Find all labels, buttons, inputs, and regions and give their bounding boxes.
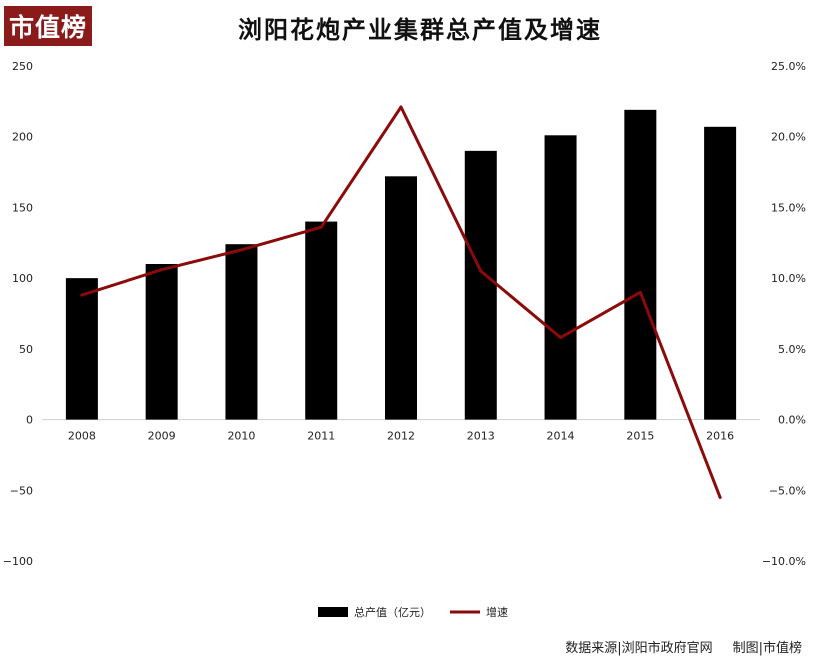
legend-line-label: 增速 <box>486 605 508 619</box>
legend-bar-label: 总产值（亿元） <box>354 605 431 619</box>
x-tick-label: 2015 <box>626 430 654 443</box>
y-left-tick-label: 250 <box>12 60 33 73</box>
growth-point-2013 <box>479 269 483 273</box>
legend-bar-swatch <box>318 607 348 617</box>
y-right-tick-label: 25.0% <box>771 60 806 73</box>
bar-2011 <box>305 221 338 420</box>
y-left-tick-label: −100 <box>3 555 33 568</box>
x-tick-label: 2012 <box>387 430 415 443</box>
y-left-tick-label: 150 <box>12 201 33 214</box>
y-left-tick-label: 0 <box>26 414 33 427</box>
bar-2014 <box>544 135 577 420</box>
y-left-tick-label: 50 <box>19 343 33 356</box>
growth-point-2009 <box>160 268 164 272</box>
bar-2012 <box>385 176 417 420</box>
brand-logo: 市值榜 <box>4 6 92 46</box>
bar-2013 <box>464 150 497 420</box>
y-right-tick-label: −10.0% <box>762 555 806 568</box>
x-tick-label: 2016 <box>706 430 734 443</box>
bar-2016 <box>704 126 737 420</box>
growth-point-2011 <box>319 225 323 229</box>
y-right-tick-label: 0.0% <box>778 414 806 427</box>
x-tick-label: 2009 <box>148 430 176 443</box>
growth-point-2014 <box>559 336 563 340</box>
bar-2015 <box>624 109 657 420</box>
y-left-tick-label: 200 <box>12 131 33 144</box>
y-right-tick-label: 10.0% <box>771 272 806 285</box>
y-right-tick-label: −5.0% <box>769 484 806 497</box>
growth-point-2015 <box>638 290 642 294</box>
bar-2010 <box>225 244 258 420</box>
x-tick-label: 2010 <box>227 430 255 443</box>
x-tick-label: 2008 <box>68 430 96 443</box>
y-right-tick-label: 20.0% <box>771 131 806 144</box>
growth-point-2010 <box>239 248 243 252</box>
y-left-tick-label: 100 <box>12 272 33 285</box>
made-by-text: 制图|市值榜 <box>732 641 802 656</box>
x-tick-label: 2011 <box>307 430 335 443</box>
x-tick-label: 2014 <box>547 430 575 443</box>
y-right-tick-label: 15.0% <box>771 201 806 214</box>
chart-title: 浏阳花炮产业集群总产值及增速 <box>238 15 602 44</box>
x-tick-label: 2013 <box>467 430 495 443</box>
data-source-text: 数据来源|浏阳市政府官网 <box>565 641 713 656</box>
y-left-tick-label: −50 <box>10 484 33 497</box>
source-note: 数据来源|浏阳市政府官网 制图|市值榜 <box>565 637 802 656</box>
growth-point-2016 <box>718 495 722 499</box>
y-right-tick-label: 5.0% <box>778 343 806 356</box>
bar-2009 <box>145 264 178 420</box>
growth-point-2008 <box>80 293 84 297</box>
bar-2008 <box>65 278 98 420</box>
growth-point-2012 <box>399 105 403 109</box>
